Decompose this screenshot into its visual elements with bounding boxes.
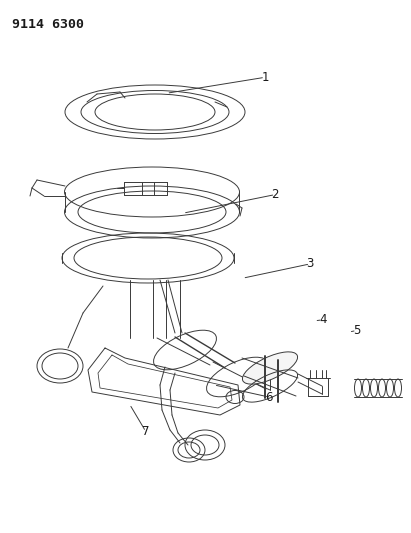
Text: 2: 2 <box>272 188 279 201</box>
Text: 5: 5 <box>353 324 360 337</box>
Text: 3: 3 <box>307 257 314 270</box>
Text: 7: 7 <box>142 425 150 438</box>
Ellipse shape <box>242 352 298 384</box>
Text: 4: 4 <box>319 313 326 326</box>
Text: 6: 6 <box>266 391 273 403</box>
Text: 1: 1 <box>261 71 269 84</box>
Text: 9114 6300: 9114 6300 <box>12 18 84 31</box>
